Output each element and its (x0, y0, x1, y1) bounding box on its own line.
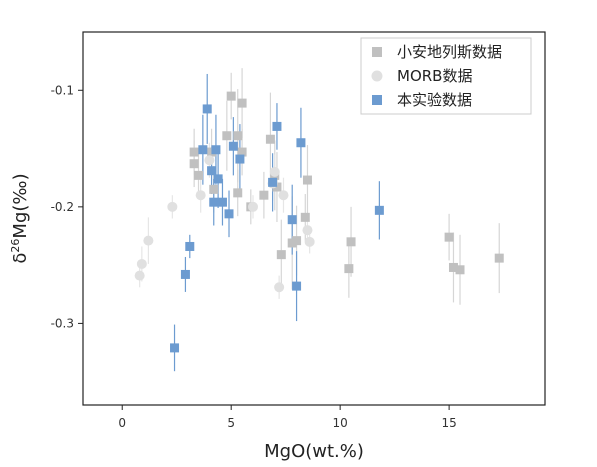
data-point-this-study (272, 121, 282, 131)
data-point-morb (143, 235, 154, 246)
data-point-this-study (268, 177, 278, 187)
data-point-this-study (224, 209, 234, 219)
data-point-lesser-antilles (302, 175, 312, 185)
data-point-this-study (207, 166, 217, 176)
x-tick-label: 0 (118, 416, 126, 430)
data-point-lesser-antilles (300, 212, 310, 222)
data-point-lesser-antilles (237, 147, 247, 157)
data-point-this-study (213, 174, 223, 184)
data-markers (134, 91, 504, 353)
data-point-morb (274, 282, 285, 293)
data-point-this-study (217, 197, 227, 207)
data-point-morb (278, 190, 289, 201)
x-tick-label: 5 (227, 416, 235, 430)
data-point-lesser-antilles (189, 147, 199, 157)
legend-label: 小安地列斯数据 (397, 43, 502, 61)
y-axis-title-delta: δ (10, 253, 31, 264)
legend-marker-lesser-antilles (372, 47, 382, 57)
data-point-lesser-antilles (265, 134, 275, 144)
data-point-lesser-antilles (194, 170, 203, 180)
data-point-this-study (209, 197, 219, 207)
y-axis-title-unit: Mg(‰) (10, 173, 31, 238)
data-point-lesser-antilles (209, 184, 219, 194)
data-point-morb (304, 236, 315, 247)
legend-marker-morb (371, 70, 383, 82)
y-axis-title-isotope: 26 (9, 239, 22, 253)
data-point-lesser-antilles (455, 265, 465, 275)
data-point-this-study (198, 145, 208, 155)
data-point-lesser-antilles (448, 262, 458, 272)
data-point-lesser-antilles (292, 236, 302, 246)
data-point-lesser-antilles (346, 237, 356, 247)
y-tick-label: -0.2 (51, 200, 74, 214)
data-point-lesser-antilles (189, 159, 199, 169)
x-axis-ticks: 0 5 10 15 (118, 405, 457, 430)
x-tick-label: 10 (333, 416, 348, 430)
data-point-morb (247, 201, 258, 212)
data-point-lesser-antilles (272, 182, 282, 192)
legend-marker-this-study (372, 95, 382, 105)
data-point-morb (269, 166, 280, 177)
data-point-this-study (202, 104, 212, 114)
y-axis-ticks: -0.1 -0.2 -0.3 (51, 83, 83, 330)
data-point-lesser-antilles (276, 250, 286, 260)
legend-box (360, 37, 532, 115)
data-point-morb (195, 190, 206, 201)
legend-label: 本实验数据 (397, 91, 472, 109)
data-point-morb (136, 258, 147, 269)
data-point-lesser-antilles (494, 253, 504, 263)
data-point-this-study (235, 154, 245, 164)
data-point-lesser-antilles (259, 190, 269, 200)
data-point-this-study (185, 241, 195, 251)
data-point-lesser-antilles (237, 98, 247, 108)
data-point-this-study (211, 145, 221, 155)
data-point-this-study (296, 138, 306, 148)
plot-frame (82, 31, 546, 406)
x-axis-title: MgO(wt.%) (264, 441, 364, 462)
data-point-this-study (374, 205, 384, 215)
data-point-lesser-antilles (222, 131, 232, 141)
data-point-lesser-antilles (226, 91, 236, 101)
y-tick-label: -0.3 (51, 316, 74, 330)
data-point-morb (134, 270, 145, 281)
y-axis-title: δ26Mg(‰) (9, 173, 31, 263)
data-point-this-study (228, 141, 238, 151)
data-point-morb (167, 201, 178, 212)
data-point-lesser-antilles (233, 131, 243, 141)
data-point-lesser-antilles (233, 188, 243, 198)
data-point-lesser-antilles (344, 264, 354, 274)
data-point-morb (302, 225, 313, 236)
data-point-this-study (180, 269, 190, 279)
data-point-lesser-antilles (444, 232, 454, 242)
data-point-this-study (170, 343, 180, 353)
legend-label: MORB数据 (397, 67, 472, 85)
x-tick-label: 15 (441, 416, 456, 430)
data-point-this-study (287, 215, 297, 225)
y-tick-label: -0.1 (51, 83, 74, 97)
data-point-morb (204, 155, 215, 166)
data-point-this-study (292, 281, 302, 291)
